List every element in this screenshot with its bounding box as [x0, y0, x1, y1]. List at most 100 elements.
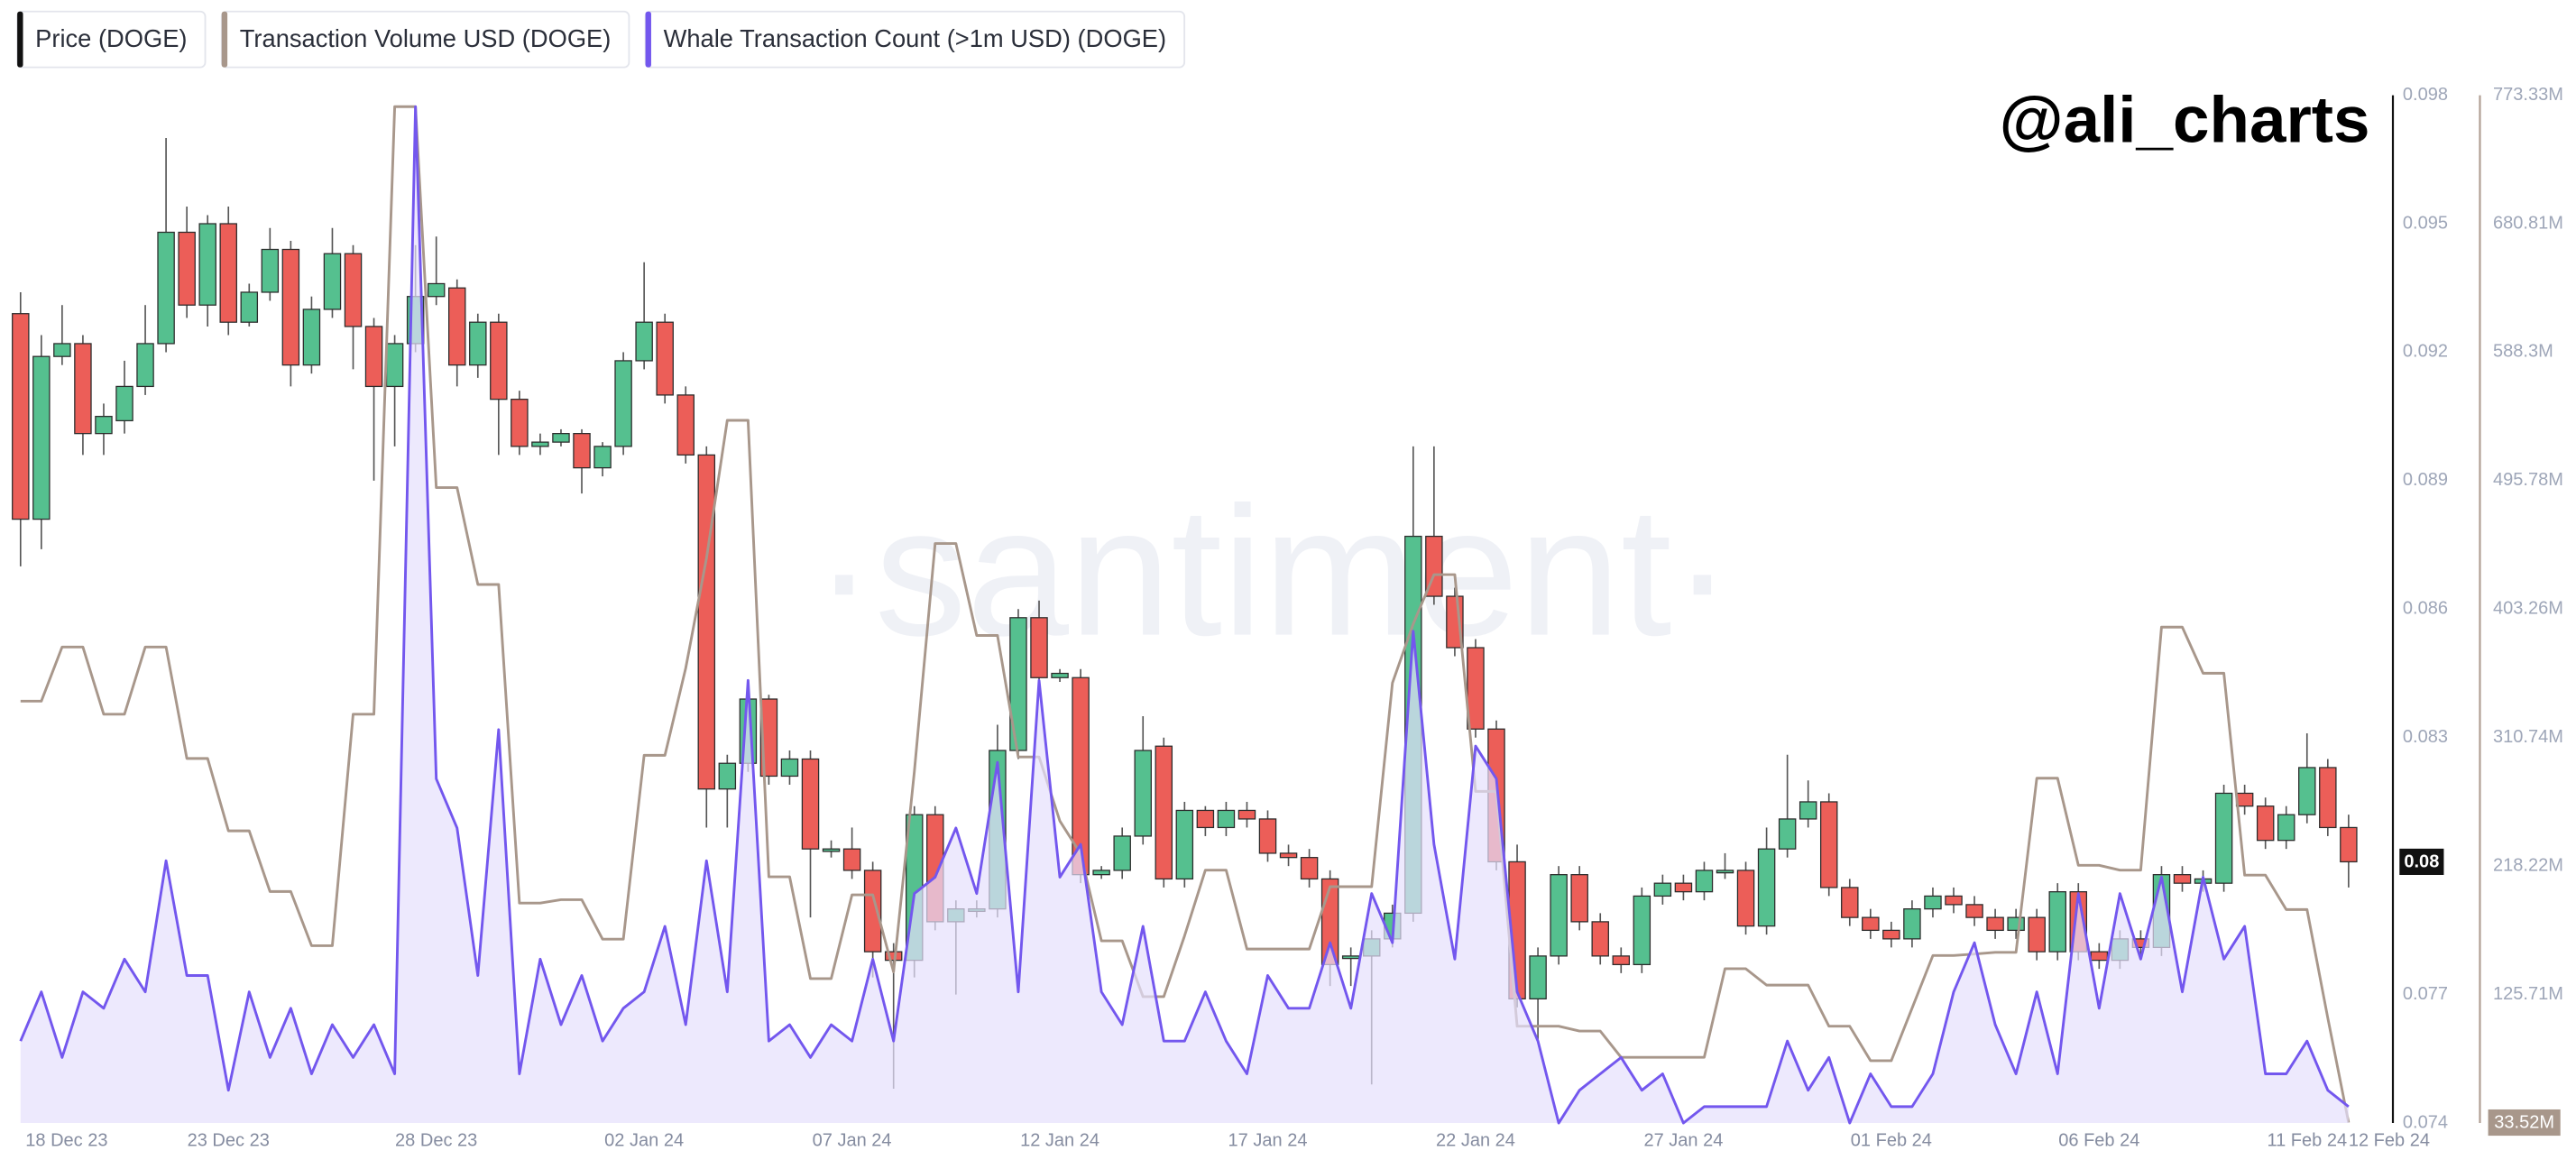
candle-body	[759, 698, 778, 778]
legend-swatch	[17, 11, 23, 68]
x-tick-label: 01 Feb 24	[1851, 1130, 1932, 1150]
candle-body	[2173, 874, 2192, 884]
candle-body	[822, 848, 841, 852]
candle-body	[1924, 895, 1942, 910]
legend-item: Transaction Volume USD (DOGE)	[220, 10, 630, 69]
y2-tick-label: 773.33M	[2493, 85, 2563, 105]
x-tick-label: 23 Dec 23	[188, 1130, 270, 1150]
candle-body	[1030, 617, 1048, 678]
candle-body	[32, 355, 51, 520]
candle-body	[490, 321, 508, 400]
candle-body	[1113, 835, 1131, 871]
candle-body	[1716, 870, 1734, 874]
candle-body	[1467, 647, 1485, 730]
y-tick-label: 0.083	[2403, 727, 2448, 747]
whale-line	[19, 105, 2350, 1125]
x-tick-label: 12 Jan 24	[1020, 1130, 1099, 1150]
candle-body	[2214, 792, 2233, 884]
legend-label: Price (DOGE)	[35, 24, 187, 52]
y2-tick-label: 310.74M	[2493, 727, 2563, 747]
candle-body	[219, 223, 237, 323]
y2-tick-label: 588.3M	[2493, 342, 2553, 362]
candle-body	[469, 321, 487, 366]
candle-body	[1300, 857, 1319, 880]
y-tick-label: 0.095	[2403, 213, 2448, 233]
x-tick-label: 27 Jan 24	[1643, 1130, 1723, 1150]
legend-label: Transaction Volume USD (DOGE)	[240, 24, 612, 52]
candle-body	[1757, 848, 1776, 927]
candle-body	[261, 248, 280, 293]
candle-body	[53, 343, 71, 357]
candle-body	[697, 454, 716, 790]
candle-body	[676, 394, 695, 456]
candle-body	[178, 231, 196, 306]
y2-tick-label: 495.78M	[2493, 470, 2563, 490]
candle-body	[2090, 951, 2109, 962]
candle-body	[593, 446, 612, 469]
candle-body	[1674, 882, 1693, 893]
candle-body	[531, 441, 549, 447]
y-tick-label: 0.089	[2403, 470, 2448, 490]
candle-body	[1134, 750, 1152, 837]
y-tick-label: 0.092	[2403, 342, 2448, 362]
candle-body	[2277, 814, 2295, 842]
y-tick-label: 0.074	[2403, 1112, 2448, 1132]
candle-body	[1570, 874, 1588, 923]
candle-body	[1612, 955, 1631, 966]
candle-body	[1633, 895, 1651, 966]
candle-body	[801, 758, 820, 850]
candle-body	[863, 870, 882, 953]
candle-body	[2235, 792, 2254, 807]
candle-body	[448, 287, 466, 366]
x-tick-label: 06 Feb 24	[2058, 1130, 2139, 1150]
candle-body	[718, 762, 737, 790]
candle-body	[1945, 895, 1963, 906]
candle-body	[1841, 887, 1859, 918]
candle-body	[842, 848, 861, 871]
candle-body	[552, 433, 570, 443]
y-tick-label: 0.077	[2403, 984, 2448, 1004]
legend-label: Whale Transaction Count (>1m USD) (DOGE)	[664, 24, 1166, 52]
legend-swatch	[221, 11, 228, 68]
candle-body	[1341, 955, 1360, 960]
candle-body	[1653, 882, 1672, 897]
x-tick-label: 18 Dec 23	[25, 1130, 107, 1150]
candle-body	[780, 758, 799, 778]
candle-body	[2028, 916, 2046, 953]
candle-body	[1051, 672, 1069, 678]
candle-body	[1778, 818, 1797, 850]
candle-body	[364, 326, 383, 388]
candle-body	[323, 253, 342, 310]
legend-item: Price (DOGE)	[16, 10, 207, 69]
candle-body	[1217, 809, 1236, 829]
x-tick-label: 17 Jan 24	[1228, 1130, 1308, 1150]
y-tick-label: 0.086	[2403, 599, 2448, 619]
last-price-label: 0.08	[2404, 852, 2439, 872]
candle-body	[1799, 801, 1817, 820]
candle-body	[1155, 745, 1173, 880]
y2-tick-label: 680.81M	[2493, 213, 2563, 233]
candle-body	[281, 248, 300, 366]
whale-area	[20, 106, 2349, 1124]
candle-body	[344, 253, 363, 327]
legend-swatch	[645, 11, 651, 68]
candle-body	[2340, 826, 2358, 863]
candle-body	[95, 416, 113, 435]
candle-body	[2256, 805, 2275, 842]
last-volume-box	[2488, 1109, 2561, 1137]
candle-body	[302, 308, 321, 366]
candle-body	[656, 321, 674, 396]
candle-body	[2007, 916, 2025, 932]
last-price-box	[2399, 848, 2444, 875]
candle-body	[1986, 916, 2004, 932]
candle-body	[136, 343, 154, 388]
candle-body	[1903, 908, 1921, 940]
candle-body	[1550, 874, 1568, 957]
candle-body	[2298, 767, 2316, 815]
y-tick-label: 0.098	[2403, 85, 2448, 105]
x-tick-label: 02 Jan 24	[604, 1130, 684, 1150]
y2-tick-label: 218.22M	[2493, 855, 2563, 875]
candle-body	[1258, 818, 1277, 854]
